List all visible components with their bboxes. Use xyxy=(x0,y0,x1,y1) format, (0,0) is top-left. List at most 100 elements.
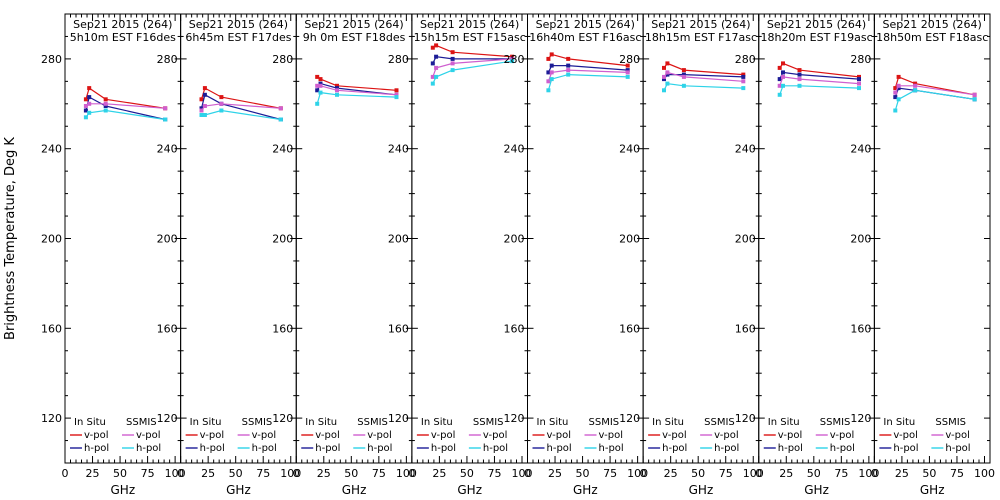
series-marker-insitu_hpol xyxy=(87,95,92,100)
y-tick-label: 160 xyxy=(272,322,293,335)
series-line-insitu_vpol xyxy=(432,44,513,58)
legend-header-insitu: In Situ xyxy=(305,417,337,428)
series-marker-ssmis_hpol xyxy=(434,74,439,79)
legend-label-ssmis_vpol: v-pol xyxy=(136,430,161,441)
panel-title-date: Sep21 2015 (264) xyxy=(536,18,635,31)
y-tick-label: 120 xyxy=(157,412,178,425)
panel-7: Sep21 2015 (264)18h50m EST F18asc 120 160 2… xyxy=(850,13,995,497)
series-marker-ssmis_hpol xyxy=(510,59,515,64)
legend-header-ssmis: SSMIS xyxy=(820,417,851,428)
x-tick-label: 75 xyxy=(372,467,386,480)
legend-label-ssmis_hpol: h-pol xyxy=(945,443,970,454)
series-marker-ssmis_hpol xyxy=(681,83,686,88)
series-marker-ssmis_vpol xyxy=(625,70,630,75)
panel-title-pass: 18h15m EST F17asc xyxy=(645,31,757,44)
y-tick-label: 200 xyxy=(157,233,178,246)
series-marker-ssmis_hpol xyxy=(662,88,666,93)
legend-label-ssmis_vpol: v-pol xyxy=(367,430,392,441)
series-marker-insitu_vpol xyxy=(219,95,224,100)
series-line-insitu_vpol xyxy=(663,62,744,76)
series-marker-ssmis_hpol xyxy=(797,83,802,88)
y-tick-label: 280 xyxy=(619,53,640,66)
x-axis-label: GHz xyxy=(111,483,136,497)
series-marker-ssmis_vpol xyxy=(681,74,686,79)
legend-label-ssmis_hpol: h-pol xyxy=(483,443,508,454)
series-marker-insitu_hpol xyxy=(450,56,455,61)
series-marker-ssmis_hpol xyxy=(219,108,224,113)
y-tick-label: 200 xyxy=(850,233,871,246)
y-tick-label: 280 xyxy=(504,53,525,66)
legend-label-insitu_hpol: h-pol xyxy=(84,443,109,454)
legend: In Situ SSMIS v-pol v-pol h-pol h-pol xyxy=(763,417,855,454)
y-tick-label: 120 xyxy=(850,412,871,425)
legend-label-ssmis_vpol: v-pol xyxy=(252,430,277,441)
series-marker-ssmis_hpol xyxy=(566,72,571,77)
series-line-ssmis_vpol xyxy=(779,76,860,87)
series-marker-ssmis_vpol xyxy=(857,81,861,86)
series-marker-insitu_vpol xyxy=(199,97,204,102)
legend-header-insitu: In Situ xyxy=(537,417,569,428)
series-marker-ssmis_vpol xyxy=(913,83,918,88)
x-tick-label: 100 xyxy=(627,467,648,480)
series-marker-insitu_vpol xyxy=(202,86,207,91)
y-tick-label: 160 xyxy=(735,322,756,335)
panel-title-pass: 16h40m EST F16asc xyxy=(529,31,641,44)
series-line-ssmis_vpol xyxy=(663,71,744,82)
legend-label-ssmis_vpol: v-pol xyxy=(830,430,855,441)
series-marker-insitu_hpol xyxy=(335,86,339,91)
panel-title-pass: 6h45m EST F17des xyxy=(185,31,291,44)
series-marker-ssmis_vpol xyxy=(103,101,108,106)
series-line-ssmis_hpol xyxy=(547,73,628,91)
y-tick-label: 160 xyxy=(850,322,871,335)
legend-header-ssmis: SSMIS xyxy=(357,417,388,428)
panel-5: Sep21 2015 (264)18h15m EST F17asc 120 160 2… xyxy=(619,13,764,497)
x-tick-label: 50 xyxy=(113,467,127,480)
panel-title-pass: 18h50m EST F18asc xyxy=(876,31,988,44)
series-marker-insitu_vpol xyxy=(566,56,571,61)
legend-header-ssmis: SSMIS xyxy=(589,417,620,428)
panel-title-date: Sep21 2015 (264) xyxy=(767,18,866,31)
y-tick-label: 120 xyxy=(735,412,756,425)
series-marker-ssmis_vpol xyxy=(335,88,339,93)
legend: In Situ SSMIS v-pol v-pol h-pol h-pol xyxy=(879,417,971,454)
x-axis-label: GHz xyxy=(689,483,714,497)
x-tick-label: 50 xyxy=(229,467,243,480)
series-line-ssmis_vpol xyxy=(547,69,628,82)
series-marker-insitu_hpol xyxy=(549,63,554,68)
legend-label-ssmis_hpol: h-pol xyxy=(714,443,739,454)
series-marker-insitu_vpol xyxy=(103,97,108,102)
panel-title-date: Sep21 2015 (264) xyxy=(420,18,519,31)
panel-title-date: Sep21 2015 (264) xyxy=(651,18,750,31)
panel-6: Sep21 2015 (264)18h20m EST F19asc 120 160 2… xyxy=(735,13,879,497)
legend-header-ssmis: SSMIS xyxy=(935,417,966,428)
y-tick-label: 120 xyxy=(504,412,525,425)
x-tick-label: 0 xyxy=(62,467,69,480)
legend-header-insitu: In Situ xyxy=(883,417,915,428)
y-tick-label: 160 xyxy=(157,322,178,335)
legend: In Situ SSMIS v-pol v-pol h-pol h-pol xyxy=(416,417,508,454)
series-marker-insitu_hpol xyxy=(199,106,204,111)
panel-2: Sep21 2015 (264)9h 0m EST F18des 120 160 20… xyxy=(272,13,417,497)
series-marker-insitu_vpol xyxy=(434,43,439,48)
x-tick-label: 0 xyxy=(177,467,184,480)
series-marker-insitu_vpol xyxy=(777,65,782,70)
series-line-ssmis_hpol xyxy=(779,85,860,96)
legend-label-ssmis_vpol: v-pol xyxy=(945,430,970,441)
series-marker-insitu_vpol xyxy=(797,68,802,73)
series-marker-insitu_vpol xyxy=(335,83,339,88)
series-marker-ssmis_vpol xyxy=(318,83,323,88)
series-line-insitu_hpol xyxy=(547,64,628,73)
x-tick-label: 100 xyxy=(743,467,764,480)
series-marker-ssmis_hpol xyxy=(893,108,898,113)
y-tick-label: 280 xyxy=(388,53,409,66)
x-tick-label: 25 xyxy=(664,467,678,480)
series-marker-ssmis_vpol xyxy=(546,79,551,84)
x-tick-label: 75 xyxy=(141,467,155,480)
y-tick-label: 120 xyxy=(272,412,293,425)
series-line-ssmis_hpol xyxy=(316,91,397,104)
series-marker-insitu_vpol xyxy=(741,72,746,77)
series-marker-insitu_vpol xyxy=(315,74,320,79)
series-marker-ssmis_vpol xyxy=(777,83,782,88)
y-tick-label: 280 xyxy=(157,53,178,66)
